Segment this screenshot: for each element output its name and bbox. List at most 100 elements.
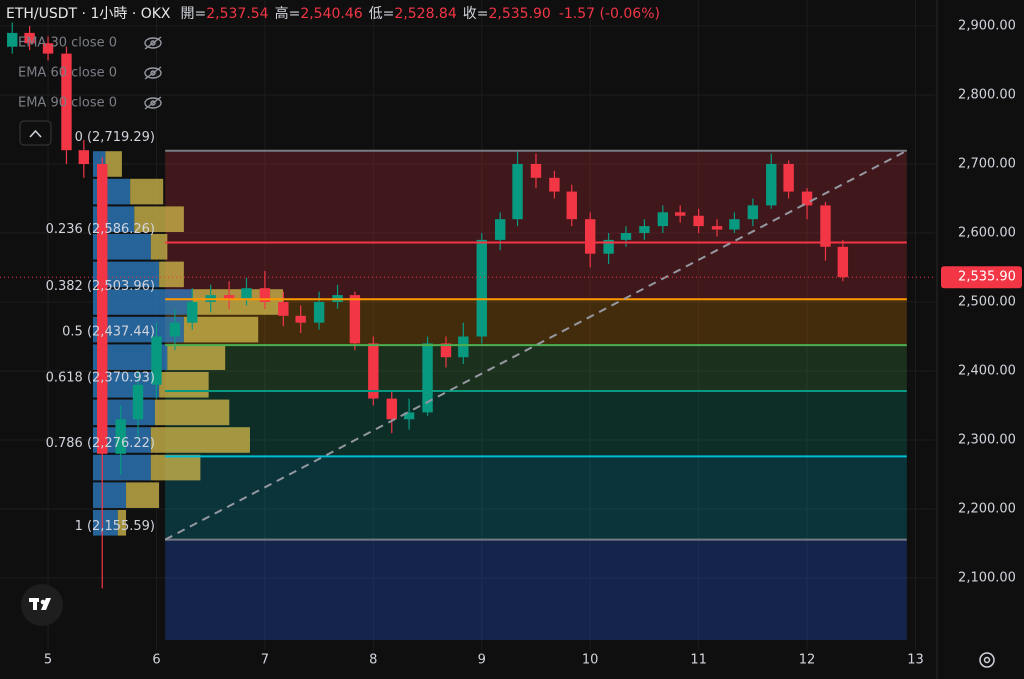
candle-body xyxy=(295,315,306,323)
fib-band xyxy=(165,391,907,457)
profile-down xyxy=(150,233,168,260)
x-tick-label: 11 xyxy=(690,653,707,668)
collapse-button[interactable] xyxy=(19,120,52,146)
y-tick-label: 2,500.00 xyxy=(958,294,1016,309)
candle-body xyxy=(747,205,759,220)
header-item: 2,540.46 xyxy=(300,6,362,22)
x-tick-label: 5 xyxy=(44,653,52,668)
candle-body xyxy=(729,219,740,230)
candle-body xyxy=(512,164,523,220)
candle-body xyxy=(837,246,849,278)
x-tick-label: 9 xyxy=(478,653,486,668)
candle-body xyxy=(97,164,108,454)
header-item: 高= xyxy=(275,5,301,22)
y-tick-label: 2,600.00 xyxy=(958,225,1016,240)
profile-down xyxy=(154,399,230,426)
candle-body xyxy=(657,212,669,227)
candle-body xyxy=(132,384,144,420)
candle-body xyxy=(620,232,632,240)
x-tick-label: 8 xyxy=(369,653,377,668)
candle-body xyxy=(693,215,704,227)
candle-body xyxy=(639,226,650,233)
y-tick-label: 2,100.00 xyxy=(958,570,1016,585)
profile-down xyxy=(150,454,201,481)
fib-label: 0.236 (2,586.26) xyxy=(46,222,155,237)
profile-up xyxy=(93,509,118,536)
profile-down xyxy=(159,261,184,288)
candle-body xyxy=(476,239,487,337)
candle-body xyxy=(187,301,198,323)
x-tick-label: 7 xyxy=(261,653,269,668)
candle-body xyxy=(820,205,831,247)
y-tick-label: 2,800.00 xyxy=(958,88,1016,103)
x-tick-label: 13 xyxy=(907,653,924,668)
fib-band xyxy=(165,299,907,346)
x-tick-label: 6 xyxy=(152,653,160,668)
x-tick-label: 12 xyxy=(799,653,816,668)
header-item: ETH/USDT · 1小時 · OKX xyxy=(6,6,171,22)
overlay: 0 (2,719.29) 0.236 (2,586.26) 0.382 (2,503… xyxy=(0,130,935,541)
candle-body xyxy=(368,343,379,399)
candle-body xyxy=(674,212,686,216)
candle-body xyxy=(584,219,596,254)
header-item: 低= xyxy=(369,6,395,22)
y-tick-label: 2,400.00 xyxy=(958,363,1016,378)
profile-down xyxy=(159,371,209,398)
indicator-label: EMA 60 close 0 xyxy=(18,66,117,81)
fib-label: 0.382 (2,503.96) xyxy=(46,279,155,294)
y-tick-label: 2,200.00 xyxy=(958,501,1016,516)
legend: ETH/USDT · 1小時 · OKX 開=2,537.54 高=2,540.46… xyxy=(6,5,660,111)
axes: 2,100.00 2,200.00 2,300.00 2,400.00 2,500.00… xyxy=(44,19,1022,668)
indicator-label: EMA 30 close 0 xyxy=(18,36,117,51)
x-tick-label: 10 xyxy=(582,653,599,668)
profile-down xyxy=(117,509,127,536)
candle-body xyxy=(278,301,289,316)
candle-body xyxy=(259,288,271,302)
profile-down xyxy=(126,482,160,508)
fib-label: 0 (2,719.29) xyxy=(75,130,155,145)
candle-body xyxy=(494,219,506,240)
settings-icon[interactable] xyxy=(979,652,995,668)
profile-down xyxy=(130,178,164,205)
header-item: -1.57 (-0.06%) xyxy=(559,6,660,22)
candle-body xyxy=(566,191,577,220)
profile-down xyxy=(167,344,226,370)
candle-body xyxy=(61,53,72,151)
fib-band xyxy=(165,456,907,540)
fib-band-below xyxy=(165,539,907,640)
candle-body xyxy=(7,32,18,47)
candle-body xyxy=(24,32,35,44)
candle-body xyxy=(711,226,723,230)
candle-body xyxy=(169,322,181,337)
header-item: 2,528.84 xyxy=(394,6,456,22)
header-item: 收= xyxy=(463,6,489,22)
candle-body xyxy=(458,336,469,358)
indicator-label: EMA 90 close 0 xyxy=(18,96,117,111)
y-tick-label: 2,300.00 xyxy=(958,432,1016,447)
y-tick-label: 2,700.00 xyxy=(958,157,1016,172)
candle-body xyxy=(783,164,794,192)
header-item: 開= xyxy=(181,6,207,22)
candle-body xyxy=(403,412,415,420)
last-price-tag xyxy=(941,266,1022,289)
header-item: 2,537.54 xyxy=(206,6,268,22)
candle-body xyxy=(549,177,560,192)
candle-body xyxy=(766,164,777,206)
last-price-label: 2,535.90 xyxy=(958,270,1016,285)
visibility-icons[interactable] xyxy=(144,36,162,110)
profile-down xyxy=(134,206,184,232)
candle-body xyxy=(313,301,325,323)
y-tick-label: 2,900.00 xyxy=(958,19,1016,34)
candle-body xyxy=(422,343,433,413)
candle-body xyxy=(42,43,54,54)
candle-body xyxy=(801,191,813,206)
tradingview-logo[interactable] xyxy=(21,584,63,626)
profile-up xyxy=(93,289,193,315)
candle-body xyxy=(603,239,614,254)
candle-body xyxy=(115,419,126,454)
candle-body xyxy=(440,343,452,358)
candle-body xyxy=(349,295,361,344)
profile-down xyxy=(150,427,250,453)
fib-label: 0.618 (2,370.93) xyxy=(46,371,155,386)
